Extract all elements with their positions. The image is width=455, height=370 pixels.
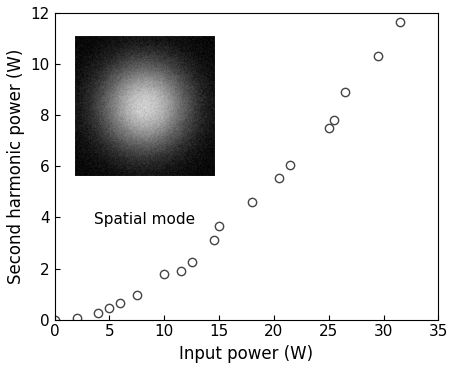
X-axis label: Input power (W): Input power (W) (179, 345, 313, 363)
Y-axis label: Second harmonic power (W): Second harmonic power (W) (7, 48, 25, 284)
Text: Spatial mode: Spatial mode (94, 212, 195, 227)
